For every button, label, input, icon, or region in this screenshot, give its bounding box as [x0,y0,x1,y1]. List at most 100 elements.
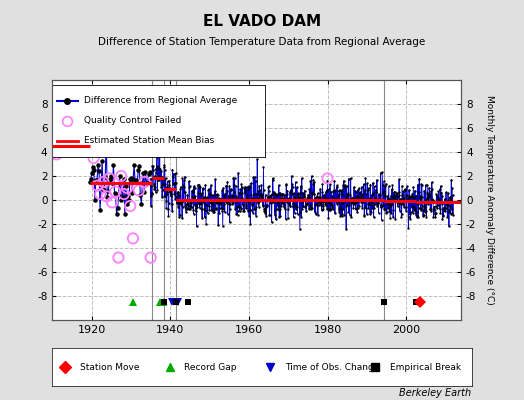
Point [222,182,231,189]
Point [418,206,427,213]
Point [441,205,450,211]
Point [235,208,244,214]
Point [168,201,176,207]
Point [274,202,282,209]
Point [239,208,248,214]
Point [358,204,366,211]
Point [141,169,150,175]
Point [356,194,365,201]
Point [219,184,227,191]
Point [206,199,214,205]
Point [264,184,272,190]
Point [293,191,301,198]
Point [424,192,432,198]
Point [119,176,128,182]
Point [352,188,360,195]
Point [421,204,429,211]
Point [185,183,194,190]
Point [268,191,277,198]
Text: Record Gap: Record Gap [184,362,237,372]
Point [260,208,269,214]
Point [326,206,335,212]
Point [235,204,243,210]
Point [286,188,294,195]
Point [434,188,443,194]
Point [117,178,126,185]
Point [363,210,371,217]
Point [210,207,219,214]
Point [172,180,180,186]
Point [410,204,419,211]
Point [414,188,423,195]
Point [239,197,247,203]
Point [166,188,174,194]
Point [155,149,163,156]
Point [205,186,213,192]
Point [139,170,148,176]
Point [260,208,269,214]
Point [134,167,143,173]
Point [275,206,283,212]
Point [214,194,223,201]
Point [388,186,396,192]
Point [233,212,242,218]
Point [297,185,305,192]
Point [312,202,321,208]
Point [152,165,160,172]
Point [290,190,298,196]
Point [329,188,337,194]
Point [371,200,379,207]
Point [402,204,410,210]
Point [254,188,262,194]
Point [383,209,391,216]
Point [225,219,234,226]
Point [237,181,246,187]
Point [223,178,232,185]
Point [107,173,116,180]
Point [391,192,400,198]
Point [264,194,272,200]
Point [124,193,132,199]
Point [369,190,377,197]
Point [145,171,153,178]
Point [442,200,451,206]
Point [321,201,330,207]
Point [442,202,451,209]
Point [395,176,403,183]
Point [190,194,199,200]
Point [322,188,330,195]
Point [193,198,202,204]
Point [203,196,212,202]
Point [412,211,420,218]
Point [259,203,267,209]
Point [113,204,122,211]
Point [205,207,213,214]
Point [153,187,161,194]
Point [111,190,119,196]
Point [215,199,223,206]
Point [259,202,267,208]
Point [341,196,350,203]
Point [192,223,201,230]
Point [232,210,241,217]
Point [280,204,288,210]
Point [281,216,290,222]
Point [248,195,257,202]
Point [389,191,398,198]
Point [407,193,416,199]
Point [390,189,398,196]
Point [272,198,281,205]
Point [319,206,328,212]
Point [299,203,308,209]
Point [151,172,159,179]
Point [431,214,440,220]
Point [400,204,408,210]
Point [430,205,438,212]
Point [376,196,385,202]
Point [399,195,408,202]
Point [152,170,160,176]
Point [164,206,172,212]
Point [174,204,182,210]
Point [159,176,168,182]
Point [416,196,424,202]
